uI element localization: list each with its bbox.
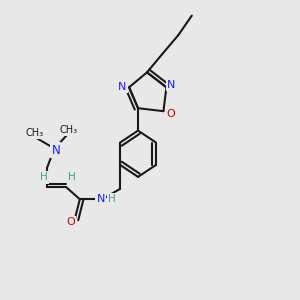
Text: CH₃: CH₃ <box>25 128 43 138</box>
Text: N: N <box>118 82 127 92</box>
Text: N: N <box>97 194 105 204</box>
Text: H: H <box>40 172 48 182</box>
Text: O: O <box>166 109 175 118</box>
Text: O: O <box>67 217 75 227</box>
Text: N: N <box>52 143 60 157</box>
Text: CH₃: CH₃ <box>60 125 78 135</box>
Text: H: H <box>68 172 76 182</box>
Text: N: N <box>167 80 176 90</box>
Text: H: H <box>108 194 116 204</box>
